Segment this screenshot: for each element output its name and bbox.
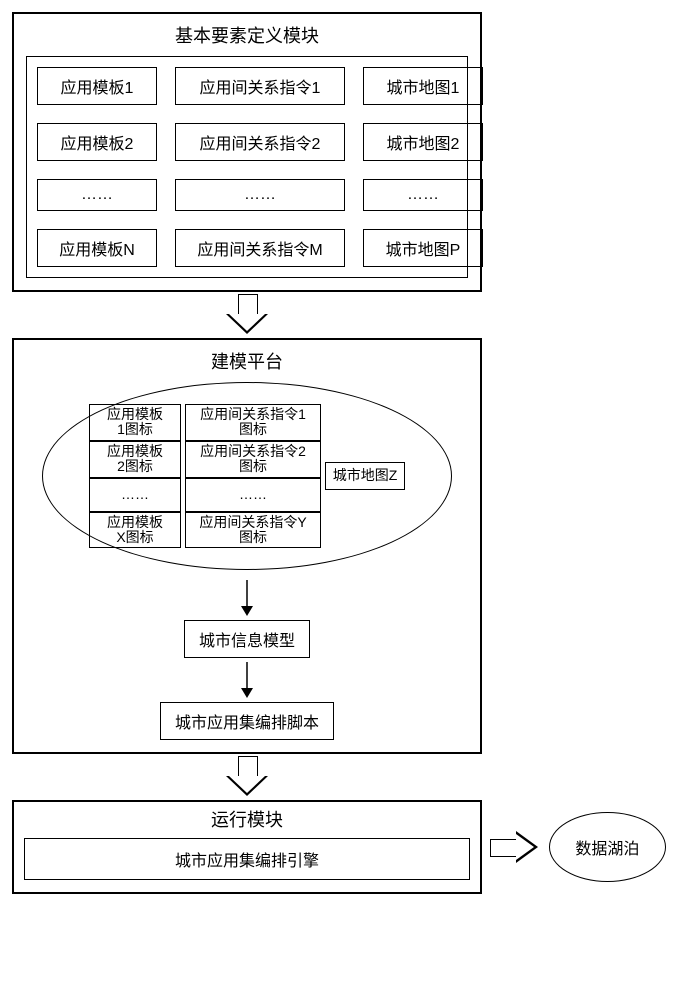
map-cell: ……: [363, 179, 483, 211]
template-icon-cell: ……: [89, 478, 181, 512]
relation-cell: ……: [175, 179, 345, 211]
arrow-modeling-to-runtime: [12, 754, 482, 800]
runtime-title: 运行模块: [24, 806, 470, 832]
basic-elements-title: 基本要素定义模块: [26, 22, 468, 48]
basic-elements-module: 基本要素定义模块 应用模板1 应用间关系指令1 城市地图1 应用模板2 应用间关…: [12, 12, 482, 292]
city-map-z-cell: 城市地图Z: [325, 462, 405, 490]
arrow-model-to-script: [26, 658, 468, 702]
template-cell: 应用模板2: [37, 123, 157, 161]
city-app-script-box: 城市应用集编排脚本: [160, 702, 334, 740]
relation-icon-cell: 应用间关系指令Y 图标: [185, 512, 321, 549]
map-cell: 城市地图1: [363, 67, 483, 105]
arrow-ellipse-to-model: [26, 576, 468, 620]
template-icon-cell: 应用模板 2图标: [89, 441, 181, 478]
relation-cell: 应用间关系指令2: [175, 123, 345, 161]
arrow-top-to-modeling: [12, 292, 482, 338]
modeling-platform-module: 建模平台 应用模板 1图标 应用模板 2图标 …… 应用模板 X图标 应用间关系…: [12, 338, 482, 754]
data-lake-ellipse: 数据湖泊: [549, 812, 666, 882]
relation-icon-cell: ……: [185, 478, 321, 512]
relation-cell: 应用间关系指令1: [175, 67, 345, 105]
runtime-module: 运行模块 城市应用集编排引擎: [12, 800, 482, 894]
template-icon-cell: 应用模板 1图标: [89, 404, 181, 441]
template-cell: 应用模板N: [37, 229, 157, 267]
modeling-platform-title: 建模平台: [26, 348, 468, 374]
map-cell: 城市地图2: [363, 123, 483, 161]
modeling-ellipse: 应用模板 1图标 应用模板 2图标 …… 应用模板 X图标 应用间关系指令1 图…: [42, 382, 452, 570]
city-info-model-box: 城市信息模型: [184, 620, 310, 658]
map-cell: 城市地图P: [363, 229, 483, 267]
template-cell: ……: [37, 179, 157, 211]
template-cell: 应用模板1: [37, 67, 157, 105]
relation-icon-cell: 应用间关系指令1 图标: [185, 404, 321, 441]
arrow-runtime-to-datalake: [490, 829, 541, 865]
city-app-engine-box: 城市应用集编排引擎: [24, 838, 470, 880]
relation-icon-cell: 应用间关系指令2 图标: [185, 441, 321, 478]
template-icon-cell: 应用模板 X图标: [89, 512, 181, 549]
basic-elements-grid: 应用模板1 应用间关系指令1 城市地图1 应用模板2 应用间关系指令2 城市地图…: [26, 56, 468, 278]
relation-cell: 应用间关系指令M: [175, 229, 345, 267]
